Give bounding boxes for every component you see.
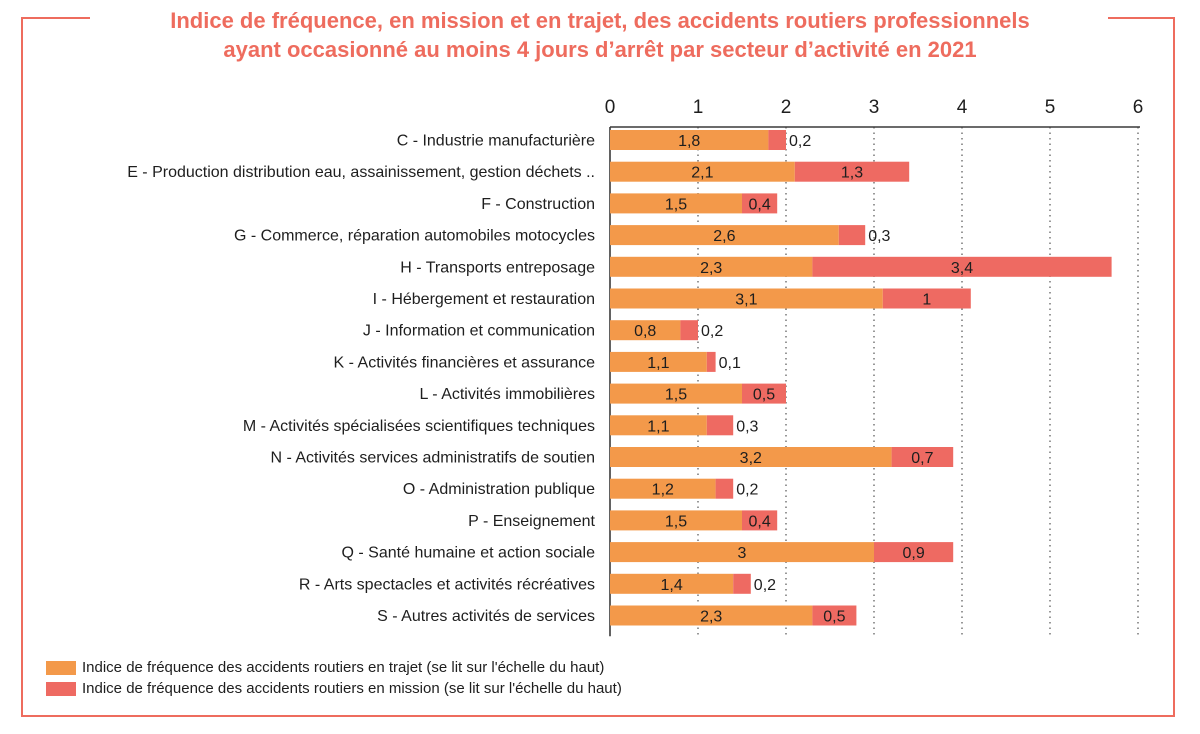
bar-mission: [742, 193, 778, 214]
bar-trajet: [610, 478, 716, 499]
bar-trajet: [610, 415, 707, 436]
value-label-mission: 0,2: [754, 577, 776, 594]
value-label-trajet: 2,3: [700, 609, 722, 626]
value-label-mission: 0,3: [868, 228, 890, 245]
category-label: N - Activités services administratifs de…: [270, 450, 595, 467]
value-label-trajet: 3: [738, 545, 747, 562]
value-label-trajet: 3,1: [735, 292, 757, 309]
value-label-mission: 0,3: [736, 418, 758, 435]
bar-mission: [882, 288, 971, 309]
legend-item-trajet: Indice de fréquence des accidents routie…: [46, 659, 604, 676]
bar-trajet: [610, 193, 742, 214]
bar-trajet: [610, 351, 707, 372]
value-label-trajet: 1,5: [665, 387, 687, 404]
value-label-mission: 0,1: [719, 355, 741, 372]
category-label: L - Activités immobilières: [420, 386, 595, 403]
bar-mission: [742, 510, 778, 531]
bar-mission: [838, 225, 866, 246]
x-tick-label-5: 5: [1045, 97, 1056, 118]
legend-label-mission: Indice de fréquence des accidents routie…: [82, 680, 622, 697]
x-tick-label-4: 4: [957, 97, 968, 118]
bar-mission: [794, 161, 910, 182]
category-label: Q - Santé humaine et action sociale: [342, 545, 596, 562]
chart-title-line-2: ayant occasionné au moins 4 jours d’arrê…: [223, 37, 977, 62]
bar-mission: [812, 256, 1112, 277]
bar-mission: [706, 415, 734, 436]
category-label: E - Production distribution eau, assaini…: [127, 164, 595, 181]
legend-swatch-mission: [46, 681, 76, 696]
category-label: H - Transports entreposage: [400, 259, 595, 276]
value-label-trajet: 2,3: [700, 260, 722, 277]
bar-mission: [706, 351, 716, 372]
value-label-trajet: 1,1: [647, 355, 669, 372]
bar-mission: [680, 320, 698, 341]
value-label-mission: 3,4: [951, 260, 973, 277]
bar-mission: [715, 478, 734, 499]
value-label-mission: 0,2: [736, 482, 758, 499]
category-label: I - Hébergement et restauration: [373, 291, 595, 308]
bar-trajet: [610, 605, 813, 626]
bar-mission: [812, 605, 857, 626]
bar-trajet: [610, 288, 883, 309]
bar-trajet: [610, 573, 734, 594]
x-tick-label-1: 1: [693, 97, 704, 118]
value-label-trajet: 1,4: [660, 577, 682, 594]
bar-trajet: [610, 225, 839, 246]
legend-item-mission: Indice de fréquence des accidents routie…: [46, 680, 622, 697]
value-label-trajet: 1,1: [647, 418, 669, 435]
x-tick-label-2: 2: [781, 97, 792, 118]
chart-title-line-1: Indice de fréquence, en mission et en tr…: [170, 8, 1030, 33]
value-label-trajet: 3,2: [740, 450, 762, 467]
category-label: P - Enseignement: [468, 513, 595, 530]
bar-mission: [768, 130, 786, 150]
category-label: C - Industrie manufacturière: [397, 133, 595, 150]
category-label: S - Autres activités de services: [377, 608, 595, 625]
bar-trajet: [610, 447, 892, 467]
x-tick-label-0: 0: [605, 97, 616, 118]
value-label-mission: 0,4: [748, 513, 770, 530]
bar-mission: [891, 447, 954, 467]
x-tick-label-6: 6: [1133, 97, 1144, 118]
value-label-mission: 0,5: [823, 609, 845, 626]
category-label: O - Administration publique: [403, 481, 595, 498]
value-label-trajet: 2,1: [691, 165, 713, 182]
bar-trajet: [610, 510, 742, 531]
x-tick-label-3: 3: [869, 97, 880, 118]
value-label-mission: 0,7: [911, 450, 933, 467]
bar-trajet: [610, 256, 813, 277]
value-label-trajet: 1,5: [665, 513, 687, 530]
bar-trajet: [610, 320, 681, 341]
bar-trajet: [610, 161, 795, 182]
category-label: M - Activités spécialisées scientifiques…: [243, 418, 595, 435]
value-label-mission: 0,2: [789, 133, 811, 150]
category-label: K - Activités financières et assurance: [334, 354, 596, 371]
value-label-trajet: 2,6: [713, 228, 735, 245]
value-label-mission: 1,3: [841, 165, 863, 182]
value-label-trajet: 1,2: [652, 482, 674, 499]
bar-mission: [742, 383, 786, 404]
bar-mission: [874, 542, 954, 563]
value-label-trajet: 0,8: [634, 323, 656, 340]
bar-trajet: [610, 542, 874, 563]
bar-trajet: [610, 130, 769, 150]
category-label: G - Commerce, réparation automobiles mot…: [234, 228, 595, 245]
legend-swatch-trajet: [46, 660, 76, 675]
value-label-mission: 0,5: [753, 387, 775, 404]
value-label-mission: 0,9: [902, 545, 924, 562]
legend-label-trajet: Indice de fréquence des accidents routie…: [82, 659, 605, 676]
value-label-mission: 1: [922, 292, 931, 309]
bar-trajet: [610, 383, 742, 404]
value-label-trajet: 1,5: [665, 196, 687, 213]
value-label-trajet: 1,8: [678, 133, 700, 150]
value-label-mission: 0,2: [701, 323, 723, 340]
category-label: R - Arts spectacles et activités récréat…: [299, 576, 595, 593]
value-label-mission: 0,4: [748, 196, 770, 213]
frame-border: [21, 17, 1175, 717]
category-label: F - Construction: [481, 196, 595, 213]
bar-mission: [733, 573, 751, 594]
category-label: J - Information et communication: [363, 323, 595, 340]
